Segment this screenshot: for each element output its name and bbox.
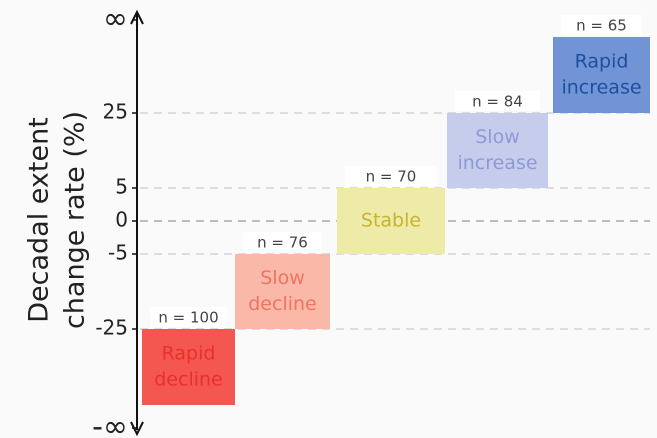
block-label: decline	[154, 369, 223, 391]
y-tick-label: -5	[108, 241, 128, 265]
block-label: decline	[248, 293, 317, 315]
y-tick-label: 25	[103, 100, 128, 124]
n-label: n = 76	[257, 234, 308, 252]
y-tick-label: ∞	[103, 2, 128, 37]
block-label: Rapid	[575, 51, 629, 73]
n-label: n = 70	[366, 168, 417, 186]
block-label: Stable	[361, 210, 421, 232]
n-label: n = 84	[472, 93, 523, 111]
n-label: n = 100	[158, 309, 218, 327]
block-label: Slow	[260, 267, 305, 289]
y-tick-label: -∞	[92, 410, 128, 438]
n-label-bg	[243, 232, 322, 252]
block	[235, 254, 330, 329]
block-label: Slow	[475, 126, 520, 148]
block-label: Rapid	[162, 343, 216, 365]
block	[553, 37, 650, 113]
n-label: n = 65	[576, 17, 627, 35]
y-tick-label: 0	[115, 208, 128, 232]
y-axis-label: Decadal extent	[24, 117, 55, 323]
y-axis-label: change rate (%)	[60, 111, 91, 329]
axis-arrow-down	[130, 421, 144, 437]
n-label-bg	[150, 307, 227, 327]
n-label-bg	[345, 166, 437, 186]
block	[337, 188, 445, 254]
block-label: increase	[457, 152, 537, 174]
n-label-bg	[455, 91, 540, 111]
block	[142, 329, 235, 405]
block	[447, 113, 548, 188]
y-tick-label: 5	[115, 175, 128, 199]
y-tick-label: -25	[95, 316, 128, 340]
block-label: increase	[561, 77, 641, 99]
n-label-bg	[561, 15, 642, 35]
